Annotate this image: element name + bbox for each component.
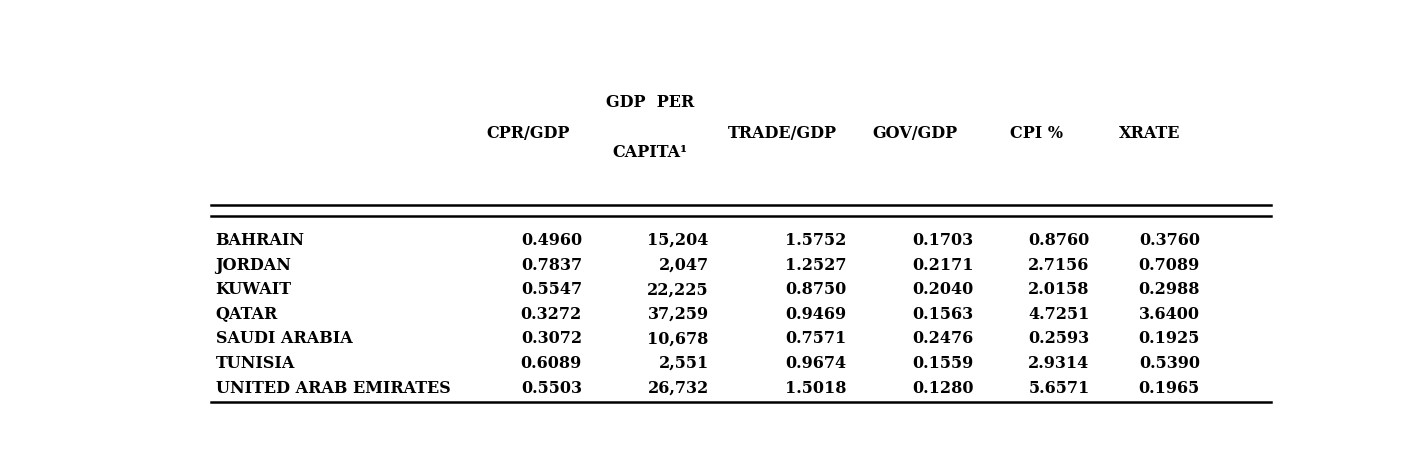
Text: 0.1559: 0.1559	[913, 355, 974, 372]
Text: 22,225: 22,225	[646, 281, 709, 298]
Text: CPR/GDP: CPR/GDP	[487, 124, 570, 142]
Text: BAHRAIN: BAHRAIN	[215, 232, 305, 249]
Text: 0.1965: 0.1965	[1139, 380, 1200, 397]
Text: TUNISIA: TUNISIA	[215, 355, 295, 372]
Text: KUWAIT: KUWAIT	[215, 281, 292, 298]
Text: 0.8760: 0.8760	[1028, 232, 1089, 249]
Text: 0.1280: 0.1280	[913, 380, 974, 397]
Text: QATAR: QATAR	[215, 306, 278, 323]
Text: CPI %: CPI %	[1010, 124, 1062, 142]
Text: 0.7089: 0.7089	[1139, 257, 1200, 274]
Text: 1.2527: 1.2527	[785, 257, 847, 274]
Text: 0.7837: 0.7837	[521, 257, 582, 274]
Text: 37,259: 37,259	[648, 306, 709, 323]
Text: XRATE: XRATE	[1118, 124, 1180, 142]
Text: UNITED ARAB EMIRATES: UNITED ARAB EMIRATES	[215, 380, 450, 397]
Text: 0.7571: 0.7571	[786, 330, 847, 347]
Text: 0.1703: 0.1703	[913, 232, 974, 249]
Text: 0.2593: 0.2593	[1028, 330, 1089, 347]
Text: 0.5390: 0.5390	[1139, 355, 1200, 372]
Text: CAPITA¹: CAPITA¹	[612, 144, 688, 161]
Text: 0.9674: 0.9674	[786, 355, 847, 372]
Text: GDP  PER: GDP PER	[605, 94, 693, 111]
Text: 0.5547: 0.5547	[521, 281, 582, 298]
Text: 3.6400: 3.6400	[1139, 306, 1200, 323]
Text: 0.2171: 0.2171	[913, 257, 974, 274]
Text: 0.5503: 0.5503	[521, 380, 582, 397]
Text: 0.1563: 0.1563	[913, 306, 974, 323]
Text: 2,047: 2,047	[659, 257, 709, 274]
Text: 0.3272: 0.3272	[521, 306, 582, 323]
Text: 2.9314: 2.9314	[1028, 355, 1089, 372]
Text: 2,551: 2,551	[658, 355, 709, 372]
Text: 1.5018: 1.5018	[785, 380, 847, 397]
Text: 15,204: 15,204	[648, 232, 709, 249]
Text: 0.2988: 0.2988	[1138, 281, 1200, 298]
Text: SAUDI ARABIA: SAUDI ARABIA	[215, 330, 352, 347]
Text: 2.0158: 2.0158	[1028, 281, 1089, 298]
Text: JORDAN: JORDAN	[215, 257, 292, 274]
Text: GOV/GDP: GOV/GDP	[871, 124, 957, 142]
Text: 0.9469: 0.9469	[786, 306, 847, 323]
Text: 0.3760: 0.3760	[1139, 232, 1200, 249]
Text: 0.8750: 0.8750	[786, 281, 847, 298]
Text: 2.7156: 2.7156	[1028, 257, 1089, 274]
Text: 0.2476: 0.2476	[913, 330, 974, 347]
Text: 0.2040: 0.2040	[913, 281, 974, 298]
Text: 0.4960: 0.4960	[521, 232, 582, 249]
Text: 26,732: 26,732	[648, 380, 709, 397]
Text: 1.5752: 1.5752	[786, 232, 847, 249]
Text: 10,678: 10,678	[648, 330, 709, 347]
Text: 0.1925: 0.1925	[1139, 330, 1200, 347]
Text: 0.3072: 0.3072	[521, 330, 582, 347]
Text: 0.6089: 0.6089	[521, 355, 582, 372]
Text: 5.6571: 5.6571	[1028, 380, 1089, 397]
Text: TRADE/GDP: TRADE/GDP	[728, 124, 837, 142]
Text: 4.7251: 4.7251	[1028, 306, 1089, 323]
